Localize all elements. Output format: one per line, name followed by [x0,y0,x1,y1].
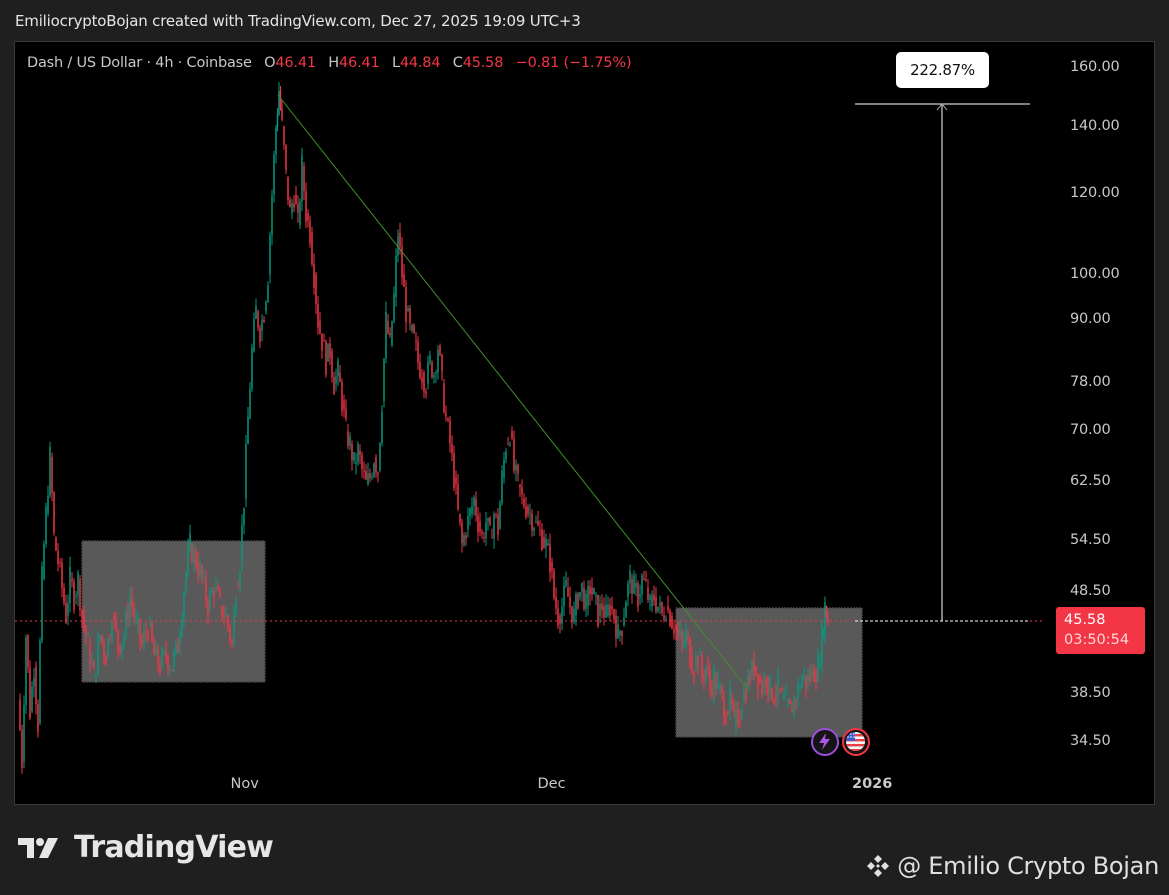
low-label: L [391,55,400,71]
bar-countdown: 03:50:54 [1064,632,1130,648]
measure-label[interactable]: 222.87% [896,52,989,88]
last-price-tag: 45.58 03:50:54 [1056,607,1145,654]
high-value: 46.41 [339,55,380,71]
change-value: −0.81 (−1.75%) [515,55,632,71]
open-value: 46.41 [275,55,316,71]
binance-icon [867,855,890,877]
price-axis-tick: 90.00 [1070,311,1111,327]
range-box[interactable] [675,607,863,738]
close-value: 45.58 [462,55,504,71]
chart-credit: EmiliocryptoBojan created with TradingVi… [15,12,581,30]
price-axis-tick: 140.00 [1070,118,1120,134]
symbol-legend[interactable]: Dash / US Dollar · 4h · Coinbase O46.41 … [27,55,632,71]
author-handle: @ Emilio Crypto Bojan [897,852,1159,880]
low-value: 44.84 [399,55,441,71]
author-watermark: @ Emilio Crypto Bojan [865,852,1159,880]
time-axis-tick: Dec [537,776,566,792]
price-axis-tick: 78.00 [1070,374,1111,390]
time-axis-tick: 2026 [852,776,893,792]
price-axis-tick: 100.00 [1070,266,1120,282]
tradingview-logo-text: TradingView [74,830,274,865]
price-axis-tick: 70.00 [1070,422,1111,438]
price-axis-tick: 120.00 [1070,185,1120,201]
close-label: C [452,55,463,71]
time-axis-tick: Nov [230,776,259,792]
price-axis-tick: 54.50 [1070,532,1111,548]
price-axis-tick: 38.50 [1070,685,1111,701]
price-axis-tick: 62.50 [1070,473,1111,489]
high-label: H [328,55,340,71]
price-axis-tick: 48.50 [1070,583,1111,599]
price-axis-tick: 34.50 [1070,733,1111,749]
us-flag-event-icon[interactable] [842,728,870,756]
open-label: O [264,55,276,71]
measure-tool[interactable] [855,103,1030,622]
candle-series[interactable] [19,82,829,774]
lightning-event-icon[interactable] [811,728,839,756]
tradingview-logo[interactable]: TradingView [18,830,274,865]
tradingview-logo-icon [18,837,58,858]
symbol-name[interactable]: Dash / US Dollar · 4h · Coinbase [27,55,252,71]
trendline[interactable] [277,94,751,693]
last-price: 45.58 [1064,612,1106,628]
price-axis-tick: 160.00 [1070,59,1120,75]
